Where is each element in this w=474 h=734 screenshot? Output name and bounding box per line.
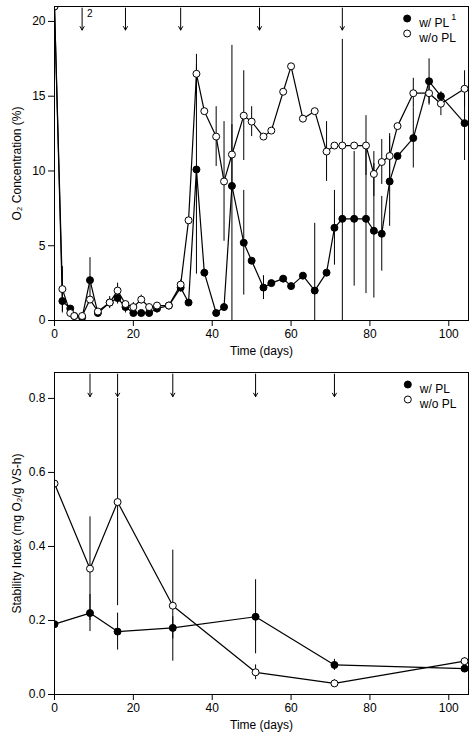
svg-text:2: 2 bbox=[87, 8, 93, 19]
svg-text:w/o PL: w/o PL bbox=[418, 31, 456, 45]
svg-text:20: 20 bbox=[127, 701, 141, 715]
svg-text:60: 60 bbox=[284, 327, 298, 341]
svg-text:40: 40 bbox=[206, 327, 220, 341]
svg-text:w/ PL: w/ PL bbox=[419, 382, 450, 396]
svg-text:40: 40 bbox=[206, 701, 220, 715]
svg-text:0: 0 bbox=[51, 701, 58, 715]
svg-text:0.0: 0.0 bbox=[29, 687, 46, 701]
svg-text:10: 10 bbox=[32, 164, 46, 178]
svg-text:15: 15 bbox=[32, 89, 46, 103]
svg-text:0: 0 bbox=[51, 327, 58, 341]
svg-text:0.4: 0.4 bbox=[29, 539, 46, 553]
svg-text:20: 20 bbox=[127, 327, 141, 341]
svg-text:w/o PL: w/o PL bbox=[419, 397, 457, 411]
svg-text:w/ PL: w/ PL bbox=[418, 16, 449, 30]
svg-text:80: 80 bbox=[363, 701, 377, 715]
svg-text:Time (days): Time (days) bbox=[230, 344, 293, 358]
svg-text:0.2: 0.2 bbox=[29, 613, 46, 627]
svg-text:Stability Index (mg O₂/g VS-h): Stability Index (mg O₂/g VS-h) bbox=[10, 453, 24, 613]
svg-text:O₂ Concentration (%): O₂ Concentration (%) bbox=[10, 106, 24, 220]
svg-text:Time (days): Time (days) bbox=[230, 718, 293, 732]
svg-text:0.8: 0.8 bbox=[29, 391, 46, 405]
svg-text:100: 100 bbox=[439, 327, 459, 341]
svg-text:80: 80 bbox=[363, 327, 377, 341]
svg-text:1: 1 bbox=[451, 12, 456, 22]
svg-text:100: 100 bbox=[439, 701, 459, 715]
svg-text:5: 5 bbox=[39, 239, 46, 253]
svg-text:0.6: 0.6 bbox=[29, 465, 46, 479]
svg-text:0: 0 bbox=[39, 313, 46, 327]
svg-text:60: 60 bbox=[284, 701, 298, 715]
svg-text:20: 20 bbox=[32, 14, 46, 28]
